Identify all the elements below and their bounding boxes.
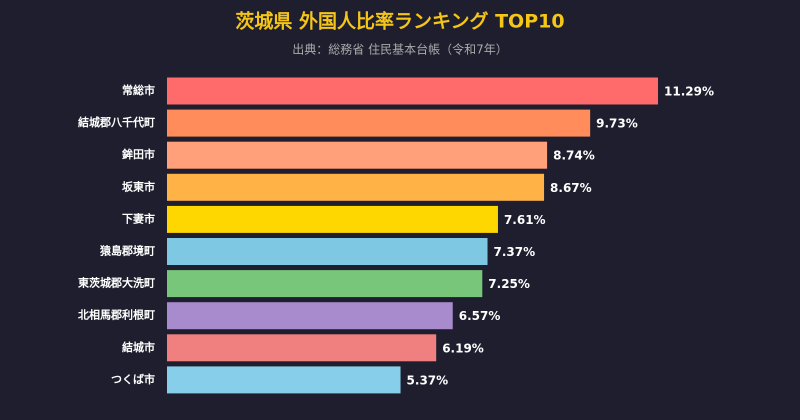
value-label: 6.57% [459, 309, 501, 323]
bar [167, 238, 488, 265]
value-label: 7.37% [494, 245, 536, 259]
y-tick-label: 常総市 [122, 83, 155, 97]
value-label: 7.25% [488, 277, 530, 291]
value-label: 9.73% [596, 117, 638, 131]
y-tick-label: 東茨城郡大洗町 [78, 276, 155, 290]
y-tick-label: 猿島郡境町 [99, 244, 155, 258]
y-tick-label: 坂東市 [122, 179, 155, 193]
y-tick-label: つくば市 [111, 372, 155, 386]
value-label: 11.29% [664, 85, 714, 99]
value-label: 5.37% [407, 373, 449, 387]
y-tick-label: 下妻市 [122, 211, 155, 225]
bar [167, 205, 498, 233]
y-tick-label: 結城郡八千代町 [78, 115, 155, 129]
value-label: 8.74% [553, 149, 595, 163]
bar [167, 173, 545, 201]
bar [167, 270, 483, 298]
y-tick-label: 鉾田市 [122, 147, 155, 161]
y-tick-label: 北相馬郡利根町 [78, 308, 155, 322]
bar [167, 334, 437, 362]
value-label: 7.61% [504, 213, 546, 227]
bar [167, 366, 401, 394]
bar [167, 302, 453, 330]
bar [167, 141, 548, 169]
value-label: 8.67% [550, 181, 592, 195]
value-label: 6.19% [442, 341, 484, 355]
chart-title: 茨城県 外国人比率ランキング TOP10 [235, 10, 564, 33]
chart-subtitle: 出典：総務省 住民基本台帳（令和7年） [292, 42, 507, 57]
bar [167, 77, 658, 105]
bar [167, 109, 591, 137]
y-tick-label: 結城市 [122, 340, 155, 354]
